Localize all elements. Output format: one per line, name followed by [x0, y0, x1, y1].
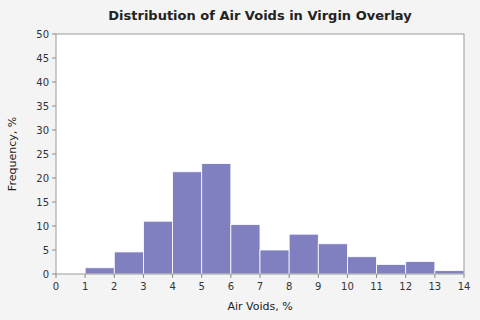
bar	[231, 225, 260, 274]
x-tick-label: 8	[286, 281, 292, 292]
bar	[435, 271, 464, 274]
x-tick-label: 7	[257, 281, 263, 292]
x-axis-label: Air Voids, %	[227, 300, 292, 313]
bars	[85, 164, 464, 274]
x-tick-label: 5	[199, 281, 205, 292]
y-tick	[52, 58, 56, 59]
bar	[347, 257, 376, 274]
y-tick-label: 30	[36, 125, 49, 136]
chart-svg: 0510152025303540455001234567891011121314…	[0, 0, 480, 320]
x-tick-label: 13	[428, 281, 441, 292]
x-tick	[318, 274, 319, 278]
x-tick-label: 2	[111, 281, 117, 292]
y-tick	[52, 106, 56, 107]
bar	[85, 268, 114, 274]
title: Distribution of Air Voids in Virgin Over…	[108, 8, 412, 23]
x-tick	[434, 274, 435, 278]
x-tick-label: 10	[341, 281, 354, 292]
y-tick-label: 0	[43, 269, 49, 280]
x-tick	[289, 274, 290, 278]
y-tick-label: 50	[36, 29, 49, 40]
plot-frame	[56, 34, 464, 274]
x-tick	[230, 274, 231, 278]
x-tick	[347, 274, 348, 278]
y-tick	[52, 130, 56, 131]
bar	[318, 244, 347, 274]
x-tick	[85, 274, 86, 278]
background	[0, 0, 480, 320]
plot-area	[56, 34, 464, 274]
bar	[289, 234, 318, 274]
x-tick-label: 1	[82, 281, 88, 292]
x-tick	[405, 274, 406, 278]
y-axis-label: Frequency, %	[6, 117, 19, 191]
bar	[173, 172, 202, 274]
bar	[202, 164, 231, 274]
axes: 0510152025303540455001234567891011121314	[36, 29, 470, 292]
y-tick	[52, 82, 56, 83]
y-tick-label: 40	[36, 77, 49, 88]
bar	[114, 252, 143, 274]
y-tick	[52, 34, 56, 35]
y-tick-label: 15	[36, 197, 49, 208]
y-tick-label: 25	[36, 149, 49, 160]
y-tick-label: 35	[36, 101, 49, 112]
y-tick	[52, 250, 56, 251]
chart-container: 0510152025303540455001234567891011121314…	[0, 0, 480, 320]
x-tick	[56, 274, 57, 278]
x-tick-label: 3	[140, 281, 146, 292]
x-tick	[114, 274, 115, 278]
x-tick	[376, 274, 377, 278]
x-tick	[201, 274, 202, 278]
y-tick	[52, 154, 56, 155]
y-tick	[52, 226, 56, 227]
y-tick-label: 20	[36, 173, 49, 184]
x-tick	[172, 274, 173, 278]
x-tick	[464, 274, 465, 278]
x-tick-label: 9	[315, 281, 321, 292]
x-tick	[143, 274, 144, 278]
x-tick-label: 11	[370, 281, 383, 292]
y-tick-label: 45	[36, 53, 49, 64]
bar	[260, 250, 289, 274]
x-tick-label: 6	[228, 281, 234, 292]
bar	[377, 264, 406, 274]
bar	[143, 221, 172, 274]
y-tick	[52, 202, 56, 203]
x-tick-label: 4	[169, 281, 175, 292]
y-tick	[52, 178, 56, 179]
bar	[406, 262, 435, 274]
x-tick-label: 12	[399, 281, 412, 292]
y-tick-label: 5	[43, 245, 49, 256]
x-tick-label: 0	[53, 281, 59, 292]
y-tick	[52, 274, 56, 275]
y-tick-label: 10	[36, 221, 49, 232]
x-tick-label: 14	[458, 281, 471, 292]
x-tick	[260, 274, 261, 278]
